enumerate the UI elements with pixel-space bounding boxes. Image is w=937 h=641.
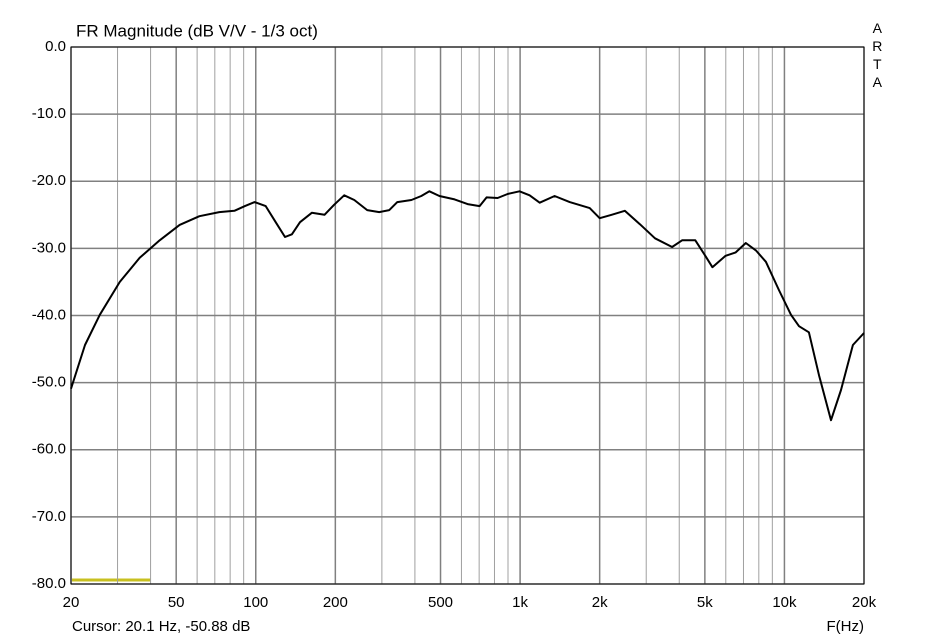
y-tick-label: -40.0: [32, 306, 66, 323]
y-tick-label: -10.0: [32, 105, 66, 122]
y-tick-label: -20.0: [32, 172, 66, 189]
x-tick-label: 20k: [852, 594, 877, 611]
y-tick-label: -80.0: [32, 575, 66, 592]
x-tick-label: 10k: [772, 594, 797, 611]
side-label-text: ARTA: [869, 20, 885, 92]
x-tick-label: 2k: [592, 594, 608, 611]
x-tick-label: 500: [428, 594, 453, 611]
x-tick-label: 100: [243, 594, 268, 611]
chart-title: FR Magnitude (dB V/V - 1/3 oct): [76, 21, 318, 40]
y-tick-label: -30.0: [32, 239, 66, 256]
cursor-readout: Cursor: 20.1 Hz, -50.88 dB: [72, 618, 250, 635]
plot-frame: [70, 46, 865, 585]
x-tick-label: 5k: [697, 594, 713, 611]
y-tick-label: -70.0: [32, 508, 66, 525]
y-tick-label: -60.0: [32, 441, 66, 458]
y-tick-label: 0.0: [45, 38, 66, 55]
x-tick-label: 1k: [512, 594, 528, 611]
response-line: [70, 190, 865, 422]
x-tick-label: 50: [168, 594, 185, 611]
side-label: ARTA: [869, 20, 885, 92]
x-tick-label: 200: [323, 594, 348, 611]
y-tick-label: -50.0: [32, 374, 66, 391]
x-tick-label: 20: [63, 594, 80, 611]
x-axis-label: F(Hz): [827, 618, 865, 635]
